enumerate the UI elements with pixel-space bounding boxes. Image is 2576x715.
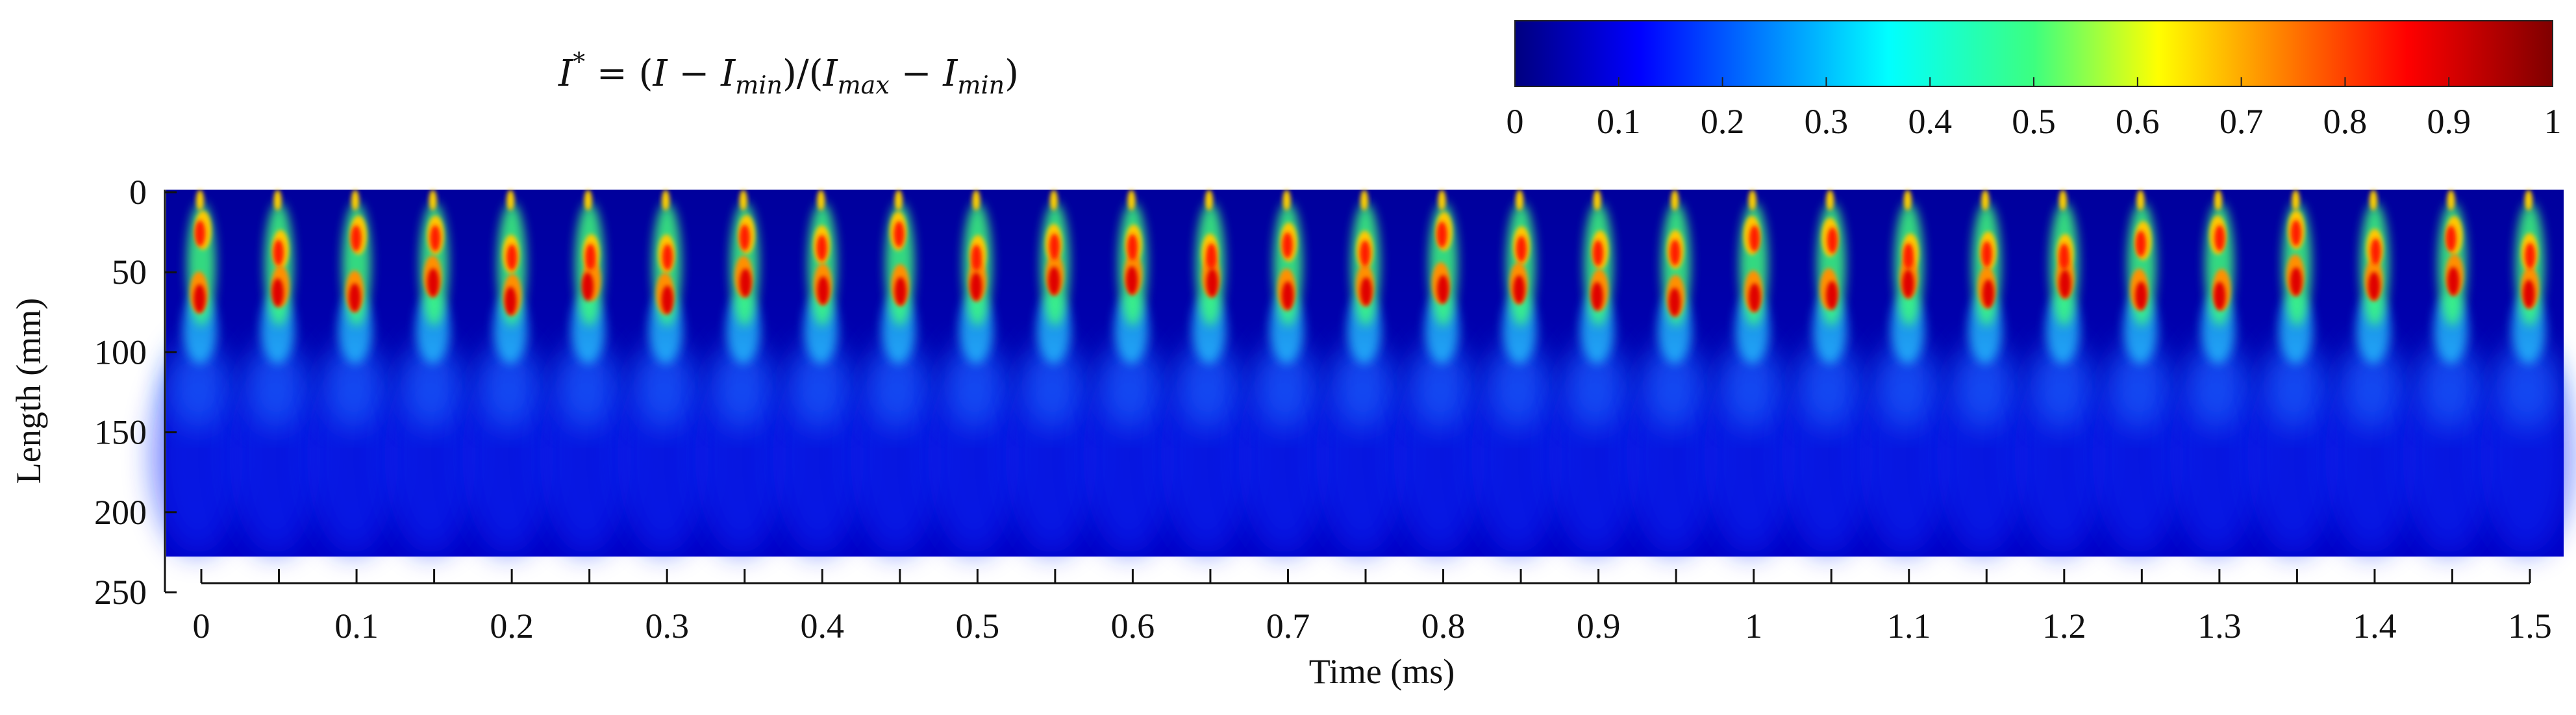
colorbar-gradient	[1514, 20, 2553, 87]
spray-frame	[2247, 190, 2339, 554]
colorbar-tick-label: 0.6	[2116, 102, 2160, 141]
colorbar-tick-label: 0	[1507, 102, 1524, 141]
x-tick-label: 1.2	[2042, 607, 2086, 646]
spray-frame	[1859, 190, 1951, 554]
spray-frame	[1083, 190, 1175, 554]
colorbar-tick-label: 0.8	[2323, 102, 2368, 141]
colorbar: 0 0.1 0.2 0.3 0.4 0.5 0.6 0.7 0.8 0.9 1	[1507, 20, 2562, 141]
y-axis-label: Length (mm)	[9, 298, 48, 484]
colorbar-tick-label: 0.3	[1805, 102, 1849, 141]
x-tick-label: 0.6	[1111, 607, 1155, 646]
spray-frame	[307, 190, 399, 554]
spray-frame	[1394, 190, 1485, 554]
y-tick-label: 200	[94, 493, 147, 532]
spray-frame	[850, 190, 942, 554]
x-tick-label: 0.8	[1421, 607, 1466, 646]
spray-frame	[1704, 190, 1795, 554]
colorbar-tick-label: 0.2	[1701, 102, 1745, 141]
spray-frame	[1160, 190, 1252, 554]
spray-frame	[152, 190, 243, 554]
x-axis: 0 0.1 0.2 0.3 0.4 0.5 0.6 0.7 0.8 0.9 1 1.1 1.2 1.3 1.…	[193, 569, 2552, 691]
spray-frame	[1937, 190, 2029, 554]
colorbar-tick-label: 0.4	[1908, 102, 1952, 141]
spray-frame	[1316, 190, 1407, 554]
colorbar-tick-label: 0.9	[2427, 102, 2471, 141]
spray-frame	[1005, 190, 1097, 554]
y-axis: 0 50 100 150 200 250 Length (mm)	[9, 173, 177, 612]
y-tick-label: 0	[129, 173, 147, 212]
x-tick-label: 1.5	[2508, 607, 2552, 646]
y-tick-label: 250	[94, 573, 147, 612]
colorbar-tick-label: 0.1	[1597, 102, 1641, 141]
spray-frame	[229, 190, 321, 554]
spray-frame	[2481, 190, 2571, 554]
colorbar-tick-label: 1	[2544, 102, 2562, 141]
spray-frame	[384, 190, 476, 554]
x-tick-label: 0.7	[1266, 607, 1310, 646]
spray-frame	[2403, 190, 2494, 554]
spray-frame	[2325, 190, 2416, 554]
spray-frame	[1238, 190, 1330, 554]
colorbar-tick-label: 0.5	[2012, 102, 2056, 141]
spray-frame	[462, 190, 554, 554]
x-tick-label: 0.4	[801, 607, 845, 646]
x-tick-label: 1.4	[2353, 607, 2397, 646]
heatmap-plot	[152, 190, 2571, 557]
spray-frame	[540, 190, 631, 554]
x-tick-label: 0.3	[645, 607, 689, 646]
x-tick-label: 0.9	[1577, 607, 1621, 646]
spray-frame	[2014, 190, 2106, 554]
spray-frame	[1549, 190, 1640, 554]
x-axis-label: Time (ms)	[1309, 652, 1455, 691]
spray-frame	[1782, 190, 1873, 554]
y-tick-label: 50	[112, 253, 147, 292]
spray-frame	[1471, 190, 1563, 554]
x-tick-label: 0	[193, 607, 210, 646]
y-tick-label: 100	[94, 332, 147, 371]
spray-frame	[928, 190, 1019, 554]
x-tick-label: 1.3	[2197, 607, 2242, 646]
spray-frame	[1627, 190, 1718, 554]
spray-frame	[695, 190, 786, 554]
x-tick-label: 1	[1745, 607, 1762, 646]
spray-frame	[773, 190, 864, 554]
spray-frame	[2170, 190, 2261, 554]
y-tick-label: 150	[94, 413, 147, 452]
spray-frame	[2092, 190, 2184, 554]
x-tick-label: 0.5	[956, 607, 1000, 646]
x-tick-label: 0.1	[334, 607, 379, 646]
colorbar-tick-label: 0.7	[2220, 102, 2264, 141]
x-tick-label: 0.2	[490, 607, 534, 646]
x-tick-label: 1.1	[1887, 607, 1931, 646]
spray-frame	[618, 190, 709, 554]
normalized-intensity-formula: I* = (I − Imin)/(Imax − Imin)	[558, 47, 1019, 99]
